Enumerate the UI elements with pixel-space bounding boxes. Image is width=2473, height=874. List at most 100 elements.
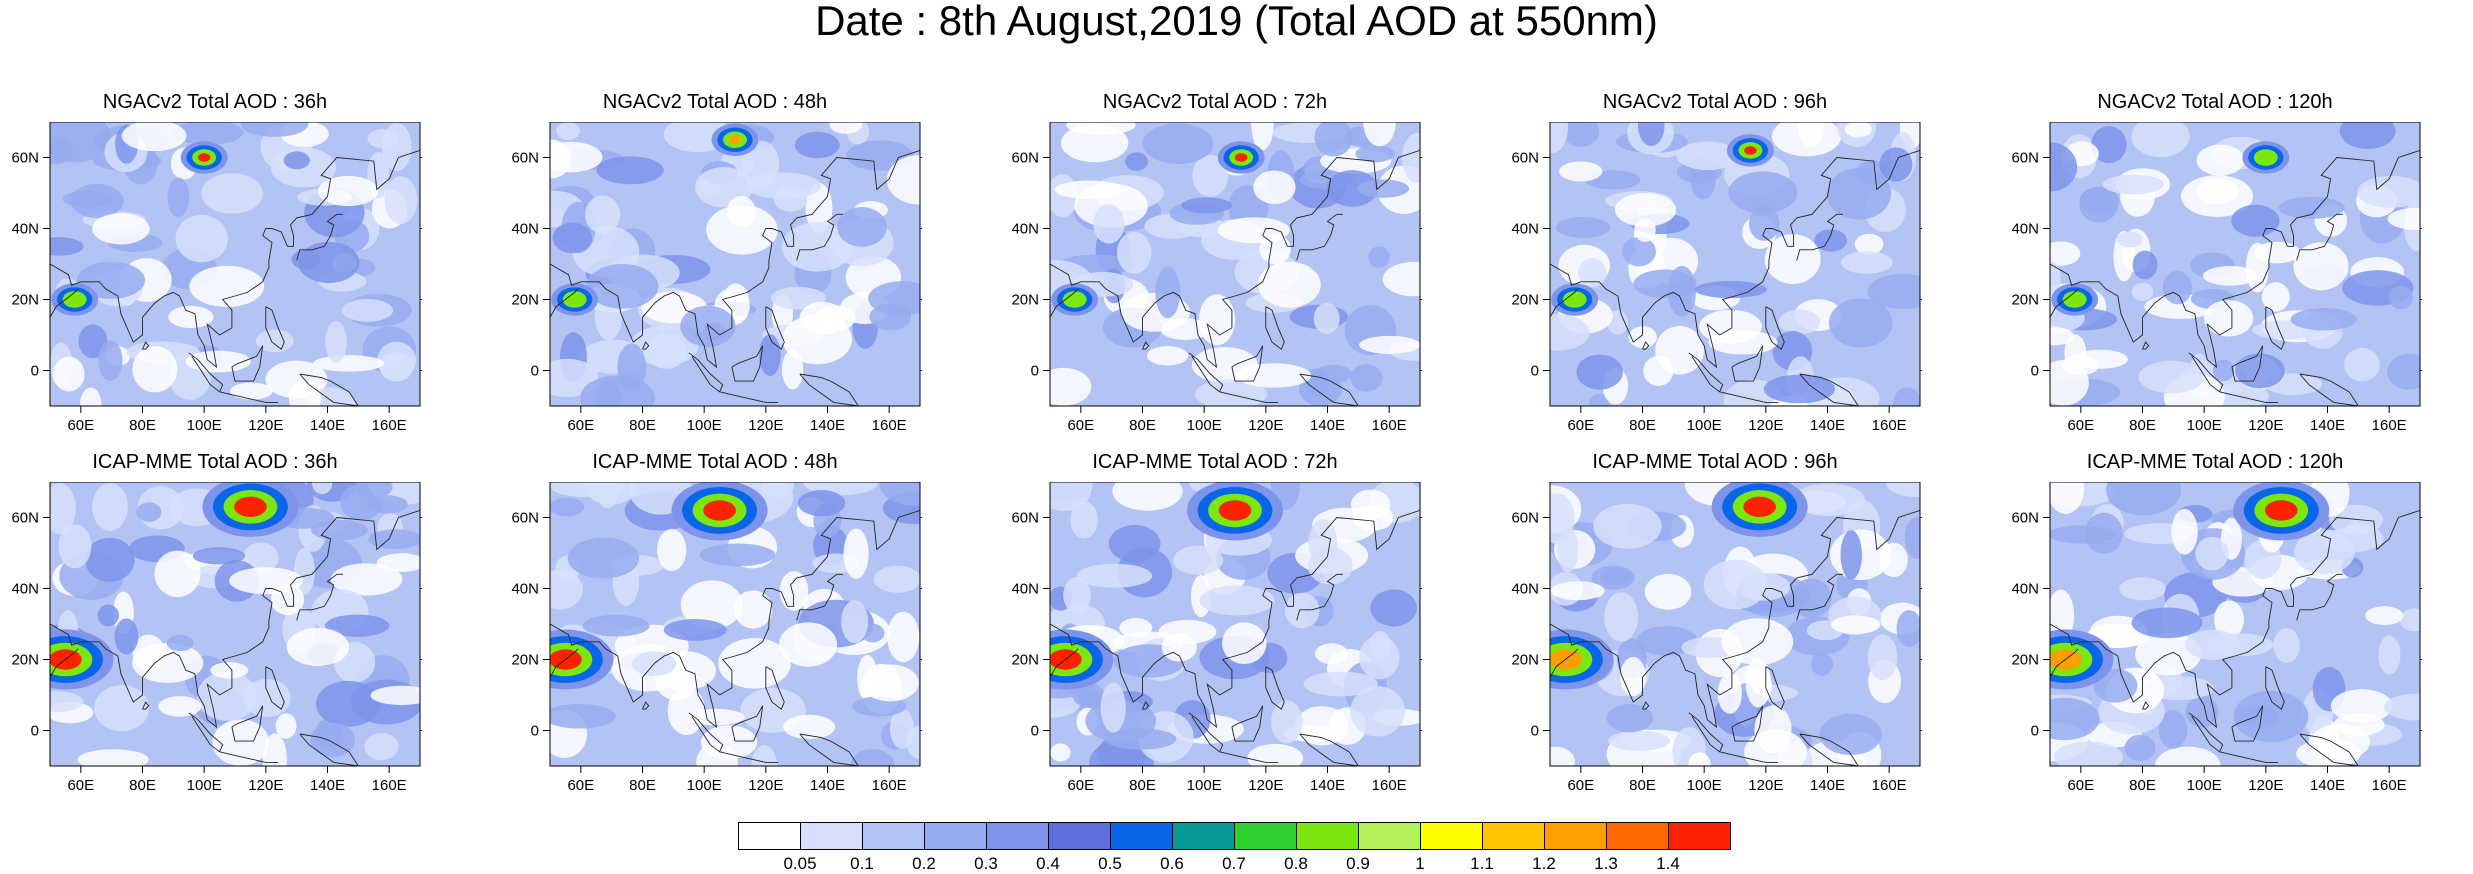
lon-tick-label: 100E (687, 777, 722, 794)
lat-tick-label: 0 (1031, 363, 1039, 380)
lat-tick-label: 20N (511, 652, 539, 669)
lon-tick-label: 140E (810, 417, 845, 434)
lon-tick-label: 120E (1748, 777, 1783, 794)
coastline (1719, 751, 1779, 763)
lat-tick-label: 0 (531, 723, 539, 740)
coastline (1219, 751, 1279, 763)
lon-tick-label: 160E (372, 417, 407, 434)
colorbar-label: 1.1 (1470, 854, 1494, 873)
coastline (1142, 701, 1150, 710)
lon-tick-label: 100E (187, 417, 222, 434)
lat-tick-label: 40N (1011, 581, 1039, 598)
lat-tick-label: 40N (11, 221, 39, 238)
coastline (2219, 391, 2279, 403)
coastline (2050, 509, 2420, 729)
colorbar-label: 0.8 (1284, 854, 1308, 873)
coastline (719, 751, 779, 763)
coastline (1050, 149, 1420, 369)
coastline (1731, 345, 1764, 382)
colorbar-swatch (1358, 822, 1421, 850)
plot-border (549, 482, 921, 767)
coastline (1765, 666, 1785, 710)
aod-map-svg: 60E 80E 100E 120E 140E 160E 60N 40N 20N 0 (1511, 482, 1922, 794)
colorbar-label: 0.1 (850, 854, 874, 873)
lat-tick-label: 60N (11, 150, 39, 167)
lon-tick-label: 80E (1629, 417, 1656, 434)
lon-tick-label: 80E (629, 777, 656, 794)
colorbar-swatch (1110, 822, 1173, 850)
map-plot: 60E 80E 100E 120E 140E 160E 60N 40N 20N 0 (2008, 482, 2422, 794)
coastline (2299, 373, 2359, 406)
colorbar-swatch (1234, 822, 1297, 850)
lat-tick-label: 60N (1011, 510, 1039, 527)
coastline (1550, 509, 1920, 729)
coastline (50, 149, 420, 369)
coastline (688, 712, 724, 753)
coastline (765, 306, 785, 350)
aod-field (550, 482, 920, 766)
lon-tick-label: 60E (2067, 417, 2094, 434)
aod-field (50, 482, 420, 766)
coastline (1050, 648, 1079, 678)
lon-tick-label: 80E (129, 777, 156, 794)
lon-tick-label: 140E (1810, 777, 1845, 794)
coastline (188, 712, 224, 753)
lon-tick-label: 60E (1067, 417, 1094, 434)
lat-tick-label: 0 (1531, 723, 1539, 740)
lon-tick-label: 160E (1372, 417, 1407, 434)
lat-tick-label: 60N (1011, 150, 1039, 167)
coastline (796, 213, 843, 261)
lon-tick-label: 120E (1248, 777, 1283, 794)
lon-tick-label: 160E (372, 777, 407, 794)
coastline (2296, 213, 2343, 261)
colorbar-label: 0.3 (974, 854, 998, 873)
coastline (2299, 733, 2359, 766)
lat-tick-label: 20N (1011, 652, 1039, 669)
coastline (2050, 149, 2420, 369)
coastline (1550, 149, 1920, 369)
lon-tick-label: 100E (687, 417, 722, 434)
lon-tick-label: 120E (248, 417, 283, 434)
lon-tick-label: 60E (67, 417, 94, 434)
lon-tick-label: 100E (2187, 417, 2222, 434)
lon-tick-label: 140E (1810, 417, 1845, 434)
lon-tick-label: 80E (1129, 417, 1156, 434)
coastline (50, 288, 79, 318)
coastline (550, 149, 920, 369)
lat-tick-label: 0 (31, 723, 39, 740)
colorbar-label: 0.2 (912, 854, 936, 873)
map-panel: ICAP-MME Total AOD : 36h 60E 80E 100E 120E 14… (8, 450, 422, 794)
coastline (1799, 733, 1859, 766)
lat-tick-label: 60N (1511, 150, 1539, 167)
lon-tick-label: 100E (1187, 417, 1222, 434)
panel-title: NGACv2 Total AOD : 48h (602, 91, 828, 113)
panel-title: ICAP-MME Total AOD : 48h (592, 451, 838, 473)
plot-border (1049, 482, 1421, 767)
coastline (1799, 373, 1859, 406)
lon-tick-label: 120E (748, 777, 783, 794)
colorbar-label: 0.9 (1346, 854, 1370, 873)
coastline (265, 666, 285, 710)
coastline (1219, 391, 1279, 403)
coastline (2231, 345, 2264, 382)
lon-tick-label: 140E (2310, 777, 2345, 794)
lon-tick-label: 160E (872, 777, 907, 794)
colorbar-swatch (1048, 822, 1111, 850)
lon-tick-label: 80E (1129, 777, 1156, 794)
coastline (1265, 666, 1285, 710)
panel-title: NGACv2 Total AOD : 96h (1602, 91, 1828, 113)
plot-border (1549, 122, 1921, 407)
coastline (1550, 648, 1579, 678)
coastline (296, 573, 343, 621)
panel-title: ICAP-MME Total AOD : 120h (2086, 451, 2344, 473)
colorbar-label: 0.05 (783, 854, 817, 873)
plot-border (549, 122, 921, 407)
coastline (2188, 352, 2224, 393)
map-plot: 60E 80E 100E 120E 140E 160E 60N 40N 20N 0 (508, 122, 922, 434)
aod-colorbar: 0.05 0.1 0.2 0.3 0.4 0.5 0.6 0.7 0.8 0.9 1 1.1 1.2 1.… (738, 822, 1731, 874)
colorbar-swatch (862, 822, 925, 850)
coastline (765, 666, 785, 710)
map-plot: 60E 80E 100E 120E 140E 160E 60N 40N 20N 0 (1008, 122, 1422, 434)
lat-tick-label: 0 (1531, 363, 1539, 380)
lon-tick-label: 140E (810, 777, 845, 794)
